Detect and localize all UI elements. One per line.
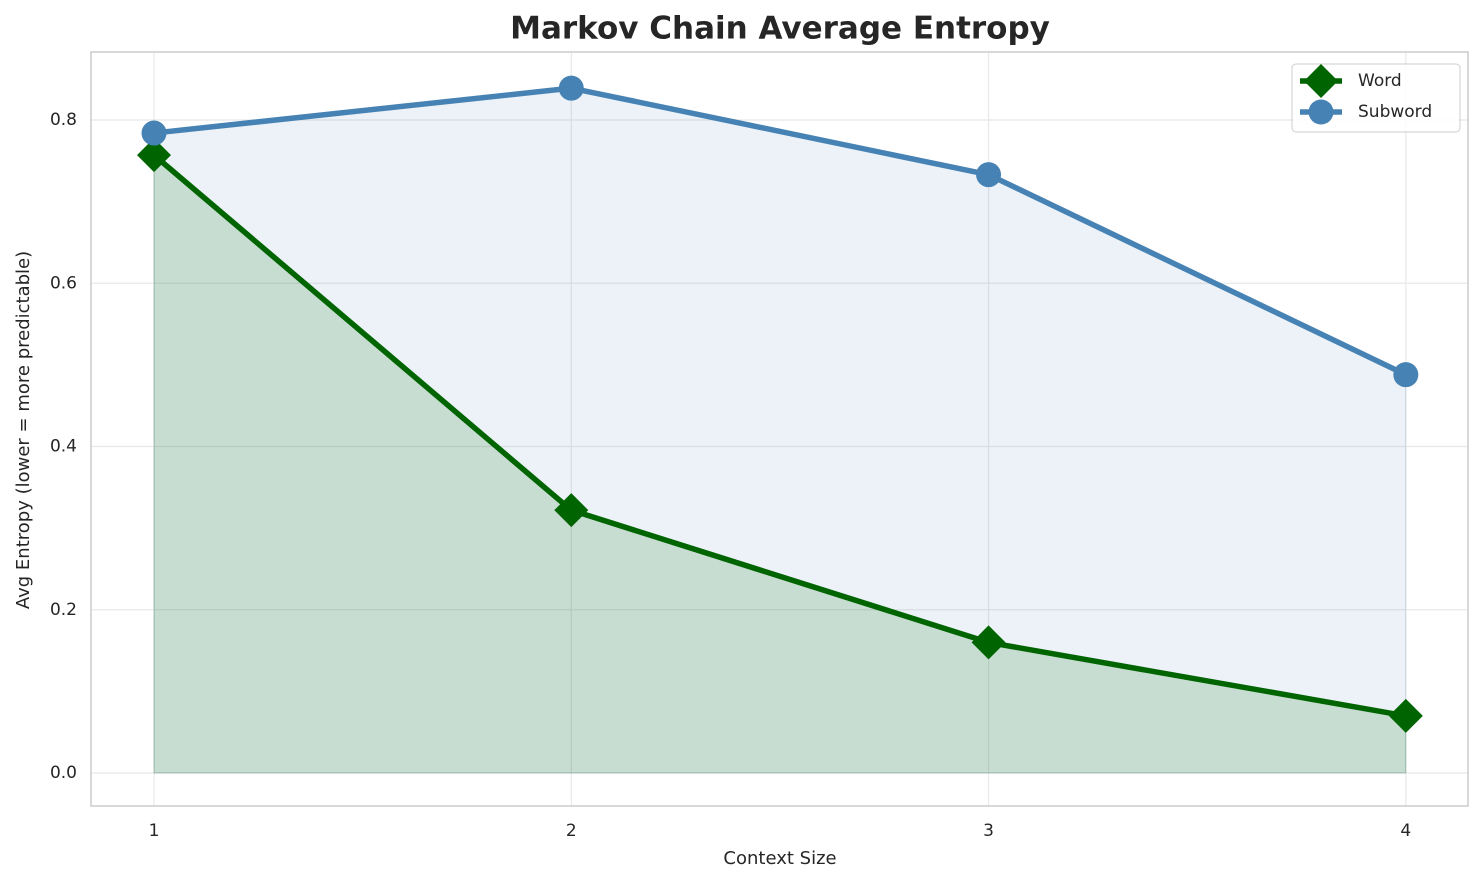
- y-tick-label: 0.0: [50, 763, 77, 783]
- legend: Word Subword: [1291, 63, 1461, 133]
- x-tick-label: 1: [149, 821, 160, 841]
- y-tick-label: 0.8: [50, 110, 77, 130]
- marker: [1304, 64, 1338, 98]
- y-tick-label: 0.6: [50, 273, 77, 293]
- marker: [1388, 698, 1423, 733]
- y-tick-label: 0.4: [50, 437, 77, 457]
- marker: [558, 75, 584, 101]
- marker: [137, 138, 172, 173]
- marker: [1308, 99, 1334, 125]
- marker: [554, 493, 589, 528]
- legend-label: Word: [1358, 71, 1402, 91]
- x-tick-label: 4: [1400, 821, 1411, 841]
- x-tick-label: 3: [983, 821, 994, 841]
- x-axis-label: Context Size: [723, 848, 836, 869]
- marker: [1393, 362, 1419, 388]
- legend-label: Subword: [1358, 102, 1432, 122]
- line: [152, 153, 1407, 719]
- y-tick-label: 0.2: [50, 600, 77, 620]
- line: [153, 85, 1408, 378]
- marker: [141, 120, 167, 146]
- chart-title: Markov Chain Average Entropy: [510, 11, 1050, 47]
- marker: [976, 162, 1002, 188]
- marker: [971, 625, 1006, 660]
- y-axis-label: Avg Entropy (lower = more predictable): [13, 251, 34, 609]
- x-tick-label: 2: [566, 821, 577, 841]
- plot-frame: [90, 51, 1469, 807]
